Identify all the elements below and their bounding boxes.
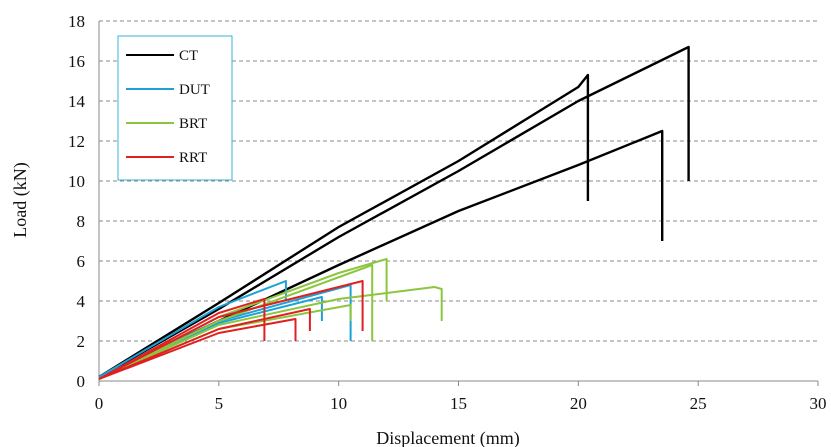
series-line-brt <box>98 264 374 380</box>
series-line-brt <box>98 286 443 380</box>
y-tick-label: 10 <box>68 172 85 191</box>
axes <box>98 21 819 386</box>
y-tick-label: 12 <box>68 132 85 151</box>
legend-box <box>117 35 233 181</box>
x-tick-label: 15 <box>450 394 467 413</box>
x-axis-title: Displacement (mm) <box>376 428 519 447</box>
legend-label-ct: CT <box>179 48 198 64</box>
x-tick-label: 10 <box>330 394 347 413</box>
x-tick-label: 0 <box>95 394 104 413</box>
y-tick-label: 2 <box>77 332 86 351</box>
series-line-rrt <box>98 280 364 380</box>
y-tick-label: 4 <box>77 292 86 311</box>
series-lines <box>98 45 690 380</box>
legend: CT DUT BRT RRT <box>117 35 233 181</box>
legend-label-rrt: RRT <box>179 150 207 166</box>
y-tick-label: 16 <box>68 52 85 71</box>
y-axis-title: Load (kN) <box>10 162 31 237</box>
y-tick-label: 18 <box>68 12 85 31</box>
series-line-ct <box>98 45 690 379</box>
legend-label-dut: DUT <box>179 82 210 98</box>
x-tick-label: 5 <box>215 394 224 413</box>
x-tick-label: 20 <box>570 394 587 413</box>
y-tick-label: 0 <box>77 372 86 391</box>
y-tick-label: 14 <box>68 92 86 111</box>
series-line-rrt <box>98 318 297 380</box>
series-line-rrt <box>98 308 311 380</box>
series-line-dut <box>98 280 287 378</box>
x-tick-labels: 0 5 10 15 20 25 30 <box>95 394 827 413</box>
y-tick-label: 6 <box>77 252 86 271</box>
legend-label-brt: BRT <box>179 116 207 132</box>
x-tick-label: 30 <box>810 394 827 413</box>
y-tick-labels: 0 2 4 6 8 10 12 14 16 18 <box>68 12 86 391</box>
series-line-ct <box>98 73 590 379</box>
y-tick-label: 8 <box>77 212 86 231</box>
x-tick-label: 25 <box>690 394 707 413</box>
